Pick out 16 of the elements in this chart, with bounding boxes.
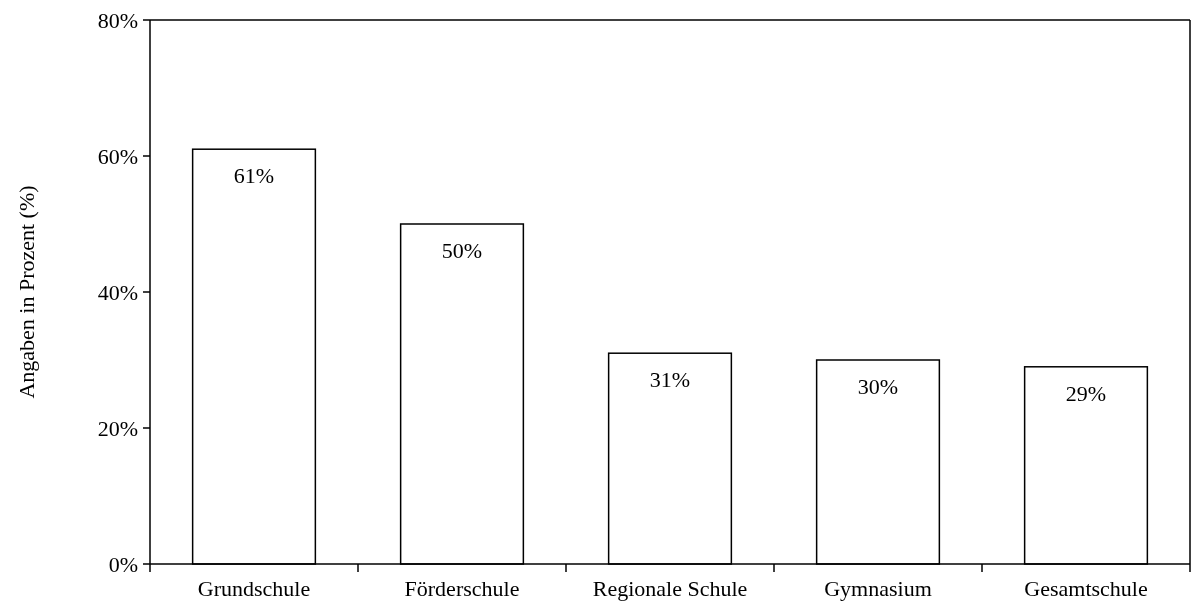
x-tick-label: Gesamtschule <box>1024 576 1148 601</box>
y-axis-title: Angaben in Prozent (%) <box>14 185 39 399</box>
data-label: 30% <box>857 374 899 399</box>
y-tick-label: 60% <box>97 143 138 169</box>
data-label: 50% <box>441 238 483 263</box>
data-label: 29% <box>1065 380 1107 406</box>
y-tick-label: 20% <box>97 415 138 441</box>
data-label: 61% <box>233 163 275 189</box>
x-tick-label: Förderschule <box>404 576 520 601</box>
y-tick-label: 40% <box>97 279 138 305</box>
y-tick-label: 0% <box>108 551 138 577</box>
x-tick-label: Regionale Schule <box>592 576 748 601</box>
y-tick-label: 80% <box>97 7 138 33</box>
data-label: 31% <box>649 367 691 393</box>
x-tick-label: Grundschule <box>197 576 311 601</box>
x-tick-label: Gymnasium <box>824 576 932 601</box>
